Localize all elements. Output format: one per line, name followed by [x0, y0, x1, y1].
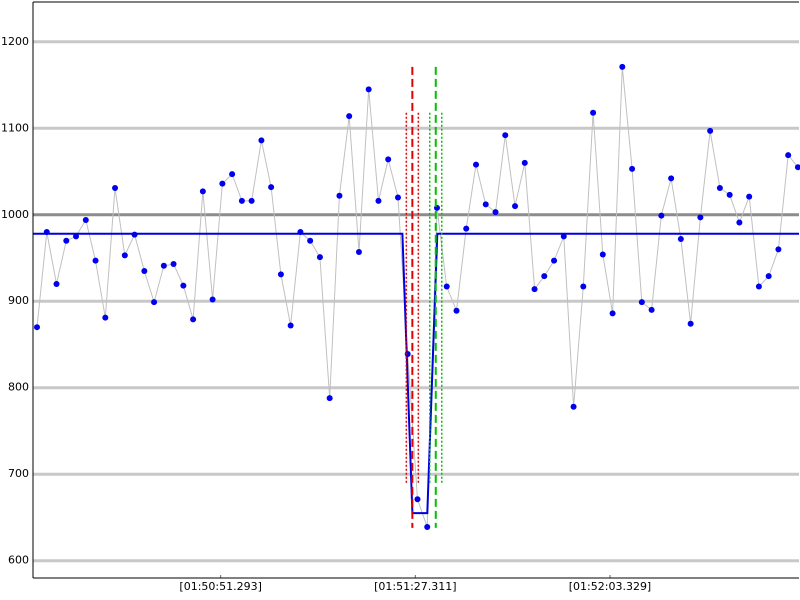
y-tick-label: 1100	[1, 121, 29, 134]
data-point	[219, 180, 226, 187]
data-point	[726, 191, 733, 198]
data-point	[482, 201, 489, 208]
data-point	[512, 203, 519, 210]
data-point	[443, 283, 450, 290]
series-line	[33, 232, 799, 515]
data-point	[590, 109, 597, 116]
data-point	[170, 261, 177, 268]
data-point	[307, 237, 314, 244]
data-point	[73, 233, 80, 240]
data-point	[112, 184, 119, 191]
y-tick-label: 1200	[1, 35, 29, 48]
data-point	[287, 322, 294, 329]
data-point	[775, 246, 782, 253]
data-point	[716, 184, 723, 191]
data-point	[580, 283, 587, 290]
data-point	[385, 156, 392, 163]
data-point	[33, 324, 40, 331]
data-point	[102, 314, 109, 321]
data-point	[541, 273, 548, 280]
data-point	[473, 161, 480, 168]
data-point	[629, 165, 636, 172]
y-tick-label: 1000	[1, 208, 29, 221]
data-point	[463, 225, 470, 232]
y-tick-label: 700	[8, 467, 29, 480]
data-point	[502, 132, 509, 139]
data-point	[570, 403, 577, 410]
data-point	[180, 282, 187, 289]
x-tick-label: [01:50:51.293]	[179, 580, 261, 593]
data-point	[424, 523, 431, 530]
data-point	[258, 137, 265, 144]
data-point	[355, 248, 362, 255]
data-point	[248, 197, 255, 204]
data-point	[160, 262, 167, 269]
data-point	[619, 63, 626, 70]
data-point	[746, 193, 753, 200]
data-point	[63, 237, 70, 244]
data-point	[316, 254, 323, 261]
data-point	[638, 299, 645, 306]
data-point	[209, 296, 216, 303]
data-point	[658, 212, 665, 219]
data-point	[238, 197, 245, 204]
data-point	[794, 164, 800, 171]
data-point	[668, 175, 675, 182]
data-point	[677, 235, 684, 242]
data-point	[365, 86, 372, 93]
data-point	[394, 194, 401, 201]
data-point	[199, 188, 206, 195]
data-point	[53, 280, 60, 287]
data-point	[92, 257, 99, 264]
data-point	[736, 219, 743, 226]
data-point	[609, 310, 616, 317]
data-point	[755, 283, 762, 290]
data-point	[521, 159, 528, 166]
y-tick-label: 600	[8, 554, 29, 567]
data-point	[151, 299, 158, 306]
data-point	[268, 184, 275, 191]
data-point	[229, 171, 236, 178]
data-point	[551, 257, 558, 264]
data-point	[414, 496, 421, 503]
data-point	[336, 192, 343, 199]
data-point	[190, 316, 197, 323]
data-point	[277, 271, 284, 278]
data-point	[346, 113, 353, 120]
data-point	[121, 252, 128, 259]
data-point	[326, 395, 333, 402]
x-tick-label: [01:52:03.329]	[569, 580, 651, 593]
data-point	[765, 273, 772, 280]
x-tick-label: [01:51:27.311]	[374, 580, 456, 593]
y-tick-label: 900	[8, 294, 29, 307]
data-point	[375, 197, 382, 204]
data-point	[453, 307, 460, 314]
data-point	[707, 127, 714, 134]
data-point	[82, 216, 89, 223]
data-point	[697, 214, 704, 221]
data-point	[141, 267, 148, 274]
data-point	[599, 251, 606, 258]
data-point	[492, 209, 499, 216]
data-point	[560, 233, 567, 240]
data-point	[687, 320, 694, 327]
data-point	[648, 306, 655, 313]
data-point	[531, 286, 538, 293]
data-point	[785, 152, 792, 159]
y-tick-label: 800	[8, 381, 29, 394]
